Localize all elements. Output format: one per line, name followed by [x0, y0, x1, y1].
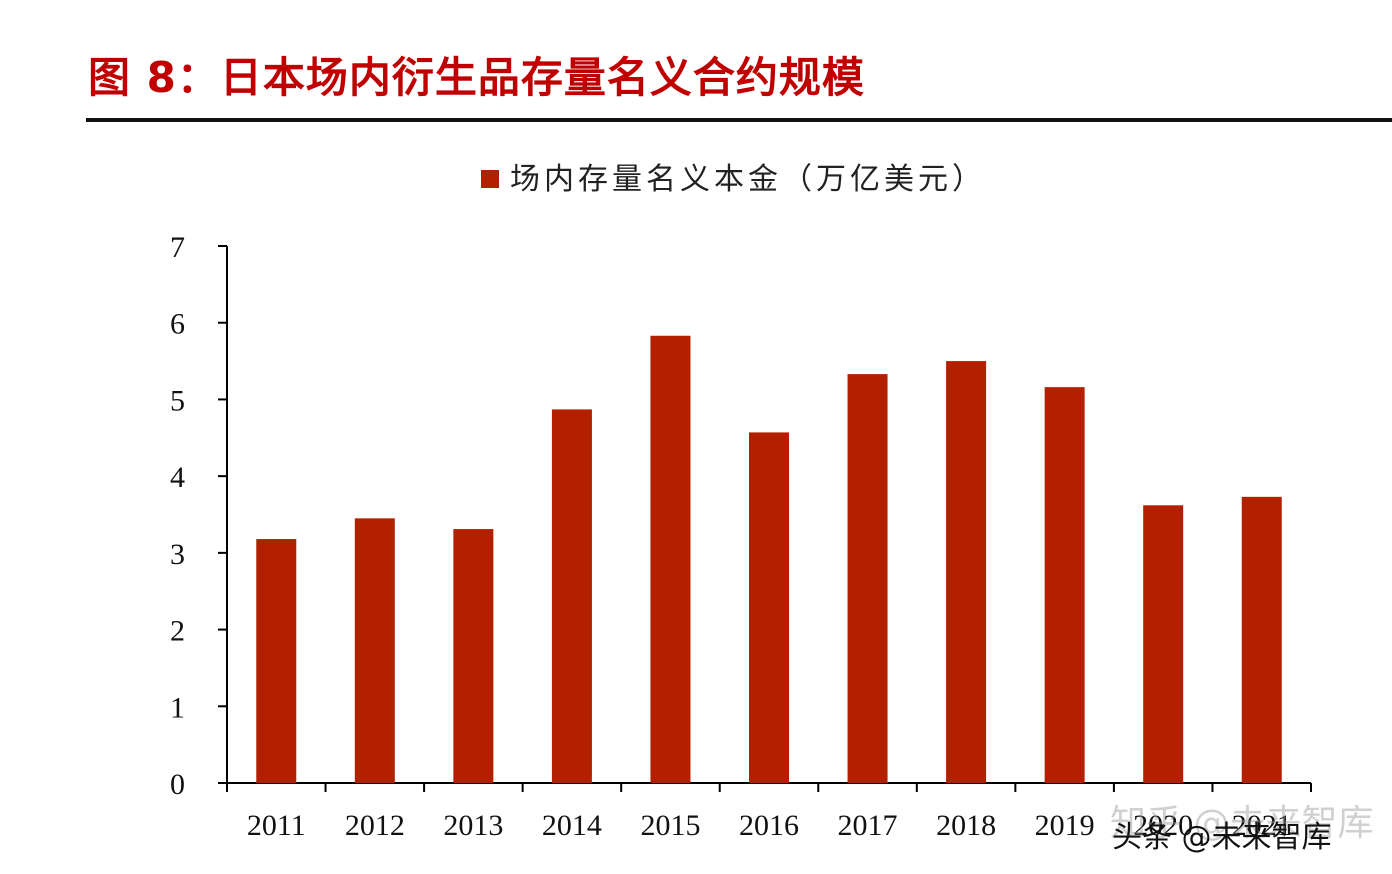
bar-2012: [354, 518, 395, 783]
zhihu-watermark: 知乎 @未来智库: [1110, 803, 1374, 844]
title-divider: [86, 118, 1392, 122]
x-tick-labels: 2011 2012 2013 2014 2015 2016 2017 2018 2019 2020…: [247, 809, 1292, 842]
x-tick-label: 2012: [345, 809, 405, 842]
toutiao-watermark: 头条 @未来智库: [1112, 820, 1332, 855]
bar-2013: [453, 529, 494, 783]
x-tick-label: 2013: [443, 809, 503, 842]
bar-2017: [847, 374, 888, 783]
y-tick-label: 4: [170, 461, 185, 494]
x-tick-label: 2019: [1035, 809, 1095, 842]
y-tick-label: 7: [170, 231, 185, 264]
x-tick-label: 2018: [936, 809, 996, 842]
x-tick-label: 2017: [838, 809, 898, 842]
x-tick-label: 2020: [1133, 809, 1193, 842]
y-tick-label: 0: [170, 768, 185, 801]
x-tick-label: 2011: [247, 809, 306, 842]
bar-2014: [551, 409, 592, 783]
bar-2015: [650, 335, 691, 783]
x-tick-label: 2016: [739, 809, 799, 842]
chart-legend: 场内存量名义本金（万亿美元）: [481, 162, 986, 197]
bar-2020: [1143, 505, 1184, 783]
bar-2019: [1044, 387, 1085, 783]
bar-2021: [1241, 496, 1282, 783]
y-tick-labels: 0 1 2 3 4 5 6 7: [170, 231, 185, 801]
bar-2018: [946, 361, 987, 783]
y-tick-label: 5: [170, 384, 185, 417]
y-tick-label: 1: [170, 691, 185, 724]
x-tick-label: 2014: [542, 809, 602, 842]
x-tick-label: 2021: [1232, 809, 1292, 842]
legend-label: 场内存量名义本金（万亿美元）: [510, 162, 986, 197]
legend-swatch: [481, 170, 499, 188]
figure-title: 图 8：日本场内衍生品存量名义合约规模: [88, 53, 865, 102]
y-tick-label: 3: [170, 538, 185, 571]
bar-2011: [256, 539, 297, 783]
bar-2016: [749, 432, 789, 783]
y-tick-label: 2: [170, 615, 185, 648]
x-tick-label: 2015: [640, 809, 700, 842]
chart-bars: [256, 335, 1282, 783]
y-tick-label: 6: [170, 308, 185, 341]
